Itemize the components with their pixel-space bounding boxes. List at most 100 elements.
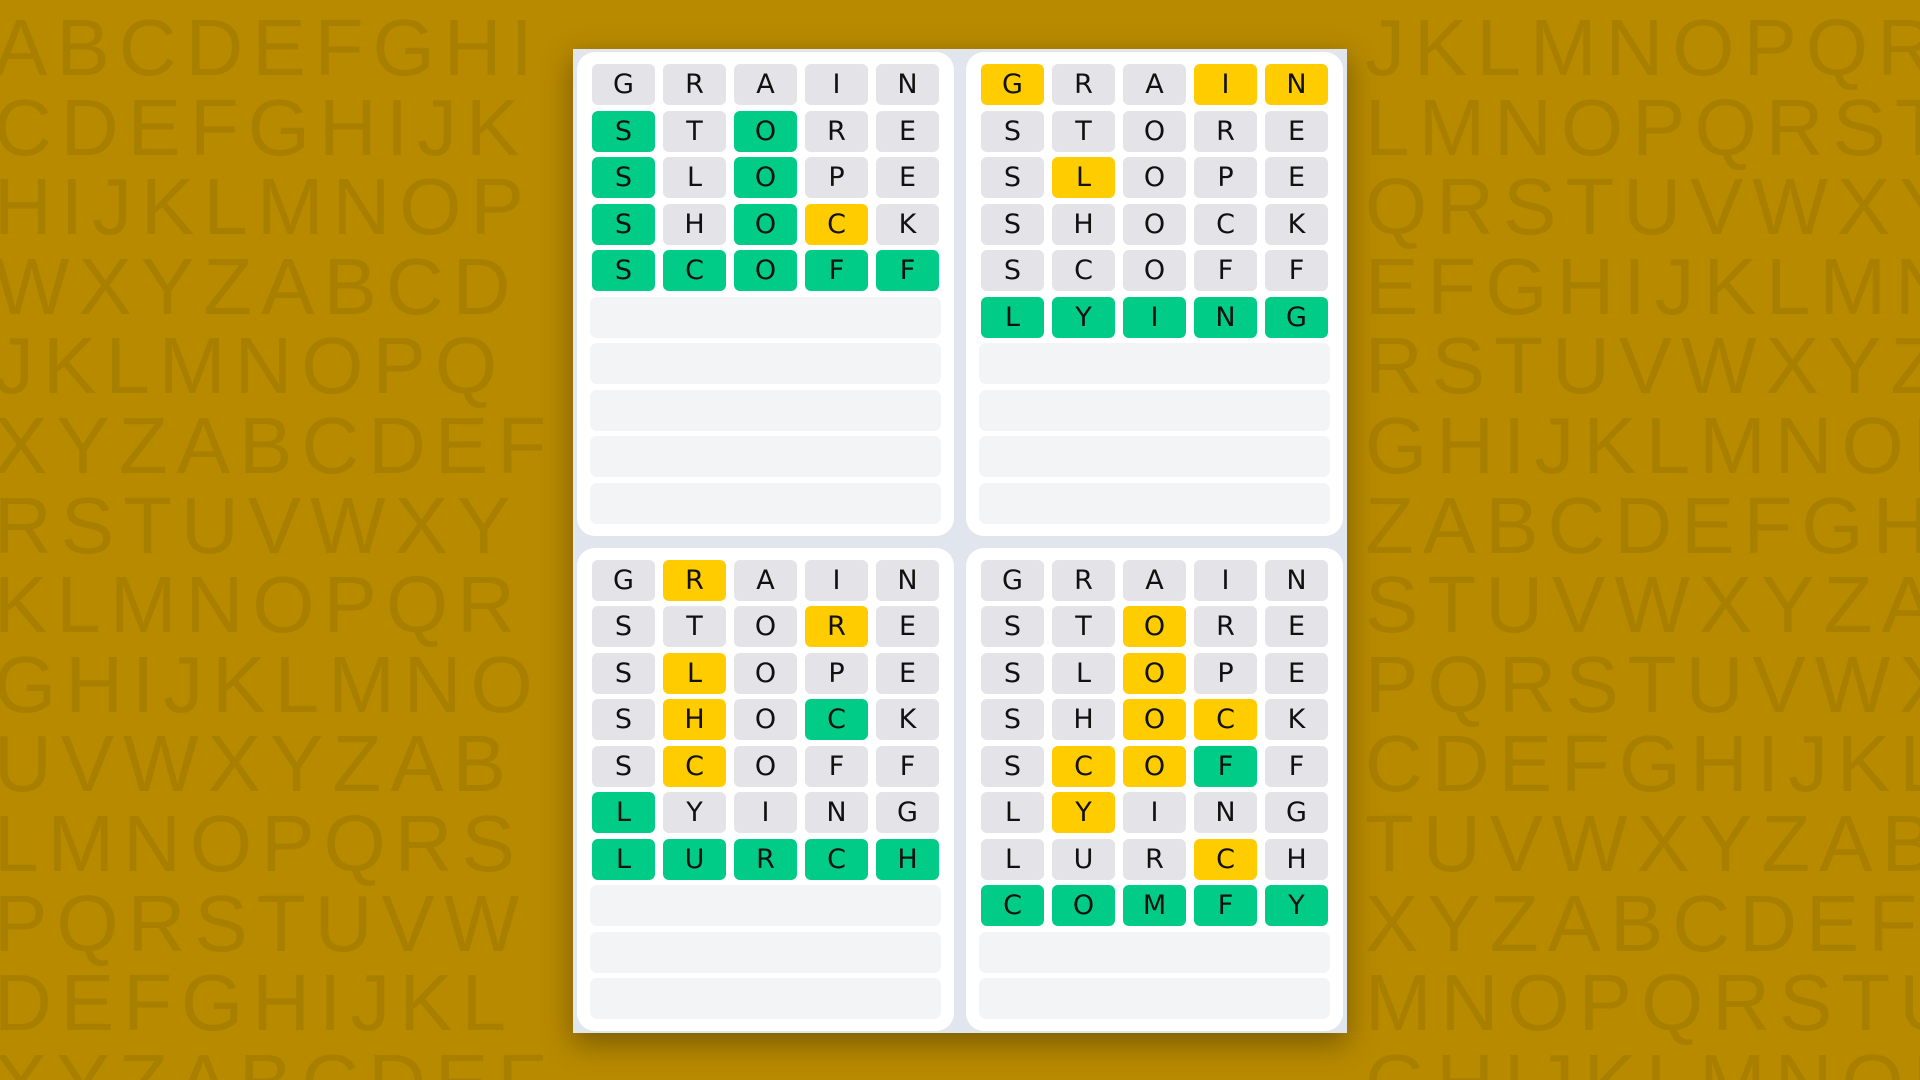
background-letter: R	[457, 560, 515, 650]
background-letter: X	[1698, 560, 1753, 650]
background-letter-row: WXYZABCDEFGHIJKLMNOPQRSTUVWXYZABC	[0, 241, 1920, 331]
background-letter: K	[141, 162, 195, 252]
background-letter: N	[1494, 82, 1552, 172]
tile-absent: R	[1194, 606, 1257, 647]
background-letter: V	[60, 719, 115, 809]
background-letter: M	[1365, 958, 1432, 1048]
tile-present: C	[1194, 699, 1257, 740]
background-letter: O	[1672, 3, 1735, 92]
background-letter-row: DEFGHIJKLMNOPQRSTUVWXYZABCDEFGHIJ	[0, 963, 1920, 1043]
background-letter: D	[1739, 878, 1797, 968]
tile-absent: S	[981, 157, 1044, 198]
tile-absent: L	[981, 792, 1044, 833]
tile-absent: S	[981, 250, 1044, 291]
background-letter: H	[252, 958, 311, 1048]
background-letter: J	[1654, 241, 1695, 331]
background-letter: U	[0, 719, 52, 809]
background-letter: V	[1489, 799, 1544, 888]
background-letter: J	[1534, 401, 1575, 490]
background-letter: R	[1877, 3, 1920, 92]
background-letter: L	[1646, 1042, 1691, 1080]
tile-absent: N	[876, 559, 939, 601]
tile-correct: G	[1265, 296, 1328, 338]
background-letter: N	[1605, 3, 1664, 92]
background-letter: G	[1365, 401, 1428, 490]
background-letter: F	[189, 82, 239, 172]
background-letter: W	[443, 878, 520, 968]
background-letter: Y	[56, 1042, 109, 1080]
background-letter: Z	[119, 1042, 168, 1080]
background-letter: L	[0, 799, 39, 888]
background-letter: H	[0, 162, 52, 252]
background-letter: P	[1632, 82, 1686, 172]
background-letter-row: GHIJKLMNOPQRSTUVWXYZABCDEFGHIJKLM	[0, 639, 1920, 729]
background-letter: B	[1485, 480, 1539, 570]
background-letter: N	[123, 799, 181, 888]
background-letter: M	[109, 560, 177, 650]
background-letter-row: XYZABCDEFGHIJKLMNOPQRSTUVWXYZABCD	[0, 406, 1920, 486]
background-letter: J	[350, 958, 391, 1048]
background-letter: J	[1788, 719, 1829, 809]
background-letter: P	[1365, 639, 1419, 729]
tile-absent: A	[1123, 64, 1186, 105]
background-letter: V	[1618, 321, 1673, 411]
background-letter: W	[1614, 560, 1690, 650]
tile-absent: N	[1194, 792, 1257, 833]
background-letter: W	[1752, 162, 1828, 252]
background-letter: A	[177, 1042, 230, 1080]
background-letter: K	[1837, 719, 1891, 809]
tile-absent: E	[1265, 110, 1328, 152]
background-letter: H	[65, 639, 124, 729]
background-letter: W	[1814, 639, 1891, 729]
background-letter: P	[0, 878, 48, 968]
background-letter: S	[194, 878, 248, 968]
background-letter: Q	[56, 878, 119, 968]
tile-absent: N	[876, 64, 939, 105]
tile-correct: O	[734, 203, 797, 245]
background-letter: T	[123, 480, 173, 570]
background-letter: R	[1498, 639, 1557, 729]
background-letter: Q	[434, 321, 498, 411]
tile-correct: I	[1123, 296, 1186, 338]
tile-absent: L	[1052, 652, 1115, 694]
tile-correct: S	[592, 110, 655, 152]
background-letter: L	[1765, 241, 1811, 331]
background-letter: O	[301, 321, 364, 411]
tile-absent: O	[734, 606, 797, 647]
empty-row	[590, 978, 941, 1019]
background-letter: G	[1485, 241, 1548, 331]
tile-absent: G	[981, 559, 1044, 601]
background-letter: P	[1913, 1042, 1920, 1080]
background-letter: I	[1503, 1042, 1525, 1080]
background-letter: M	[1418, 82, 1486, 172]
tile-absent: R	[663, 64, 726, 105]
background-letter: X	[78, 241, 132, 331]
tile-absent: G	[876, 792, 939, 833]
background-letter: R	[1436, 162, 1495, 252]
tile-correct: C	[805, 699, 868, 740]
tile-absent: C	[1052, 250, 1115, 291]
tile-absent: G	[592, 64, 655, 105]
background-letter: C	[301, 401, 360, 490]
background-letter: H	[1436, 401, 1495, 490]
background-letter: O	[1507, 958, 1570, 1048]
background-letter: S	[1565, 639, 1619, 729]
tile-absent: E	[876, 157, 939, 198]
background-letter: W	[1552, 799, 1628, 888]
background-letter-row: RSTUVWXYZABCDEFGHIJKLMNOPQRSTUVWX	[0, 480, 1920, 570]
tile-absent: A	[734, 64, 797, 105]
tile-absent: F	[876, 745, 939, 787]
background-letter: Z	[1823, 560, 1873, 650]
background-letter: T	[256, 878, 306, 968]
background-letter: E	[1681, 480, 1735, 570]
tile-present: L	[663, 652, 726, 694]
background-letter: Y	[1899, 167, 1920, 247]
background-letter: Q	[1427, 639, 1490, 729]
